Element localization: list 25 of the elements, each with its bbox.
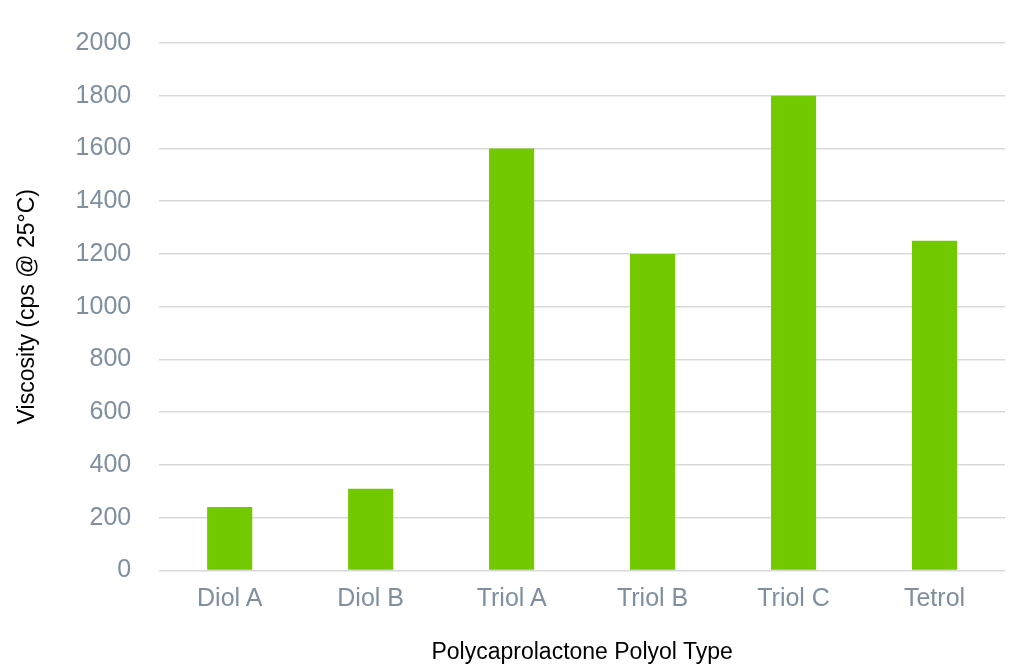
bar [771, 95, 817, 570]
bar [207, 507, 253, 570]
y-tick-label: 800 [89, 343, 132, 372]
y-tick-label: 0 [117, 554, 132, 583]
x-tick-label: Triol A [476, 583, 547, 612]
y-tick-label: 1200 [75, 237, 132, 266]
x-tick-label: Diol B [337, 583, 405, 612]
y-tick-label: 200 [89, 501, 132, 530]
y-tick-label: 1600 [75, 132, 132, 161]
x-tick-label: Triol C [757, 583, 830, 612]
y-axis-title: Viscosity (cps @ 25°C) [13, 189, 40, 425]
y-tick-label: 1000 [75, 290, 132, 319]
x-tick-label: Tetrol [903, 583, 966, 612]
y-tick-label: 600 [89, 396, 132, 425]
y-tick-label: 1800 [75, 79, 132, 108]
y-tick-label: 2000 [75, 26, 132, 55]
y-tick-label: 400 [89, 448, 132, 477]
bar [489, 148, 535, 570]
x-axis-title: Polycaprolactone Polyol Type [431, 637, 733, 664]
bar [911, 240, 958, 570]
x-tick-label: Diol A [197, 583, 263, 612]
bar [630, 253, 676, 570]
y-tick-label: 1400 [75, 185, 132, 214]
bar [348, 488, 394, 570]
x-tick-label: Triol B [616, 583, 689, 612]
